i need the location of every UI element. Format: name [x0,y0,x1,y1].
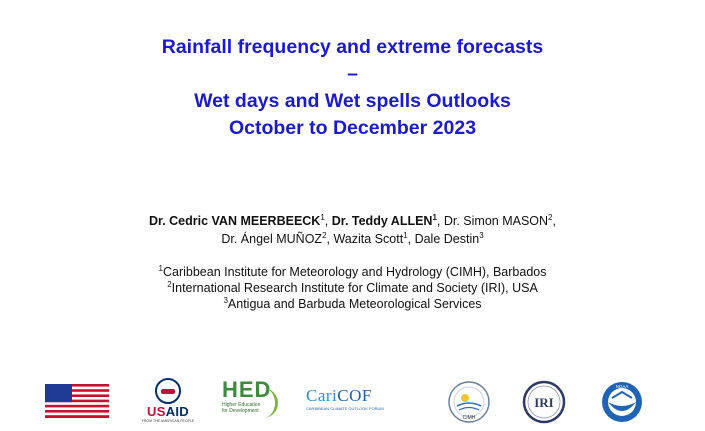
caricof-logo: CariCOF CARIBBEAN CLIMATE OUTLOOK FORUM [306,386,384,411]
noaa-logo: NOAA [602,382,642,422]
author-affil-num: 2 [322,230,327,240]
author-list: Dr. Cedric VAN MEERBEECK1, Dr. Teddy ALL… [0,212,705,248]
presentation-title: Rainfall frequency and extreme forecasts… [0,34,705,142]
author-line-2: Dr. Ángel MUÑOZ2, Wazita Scott1, Dale De… [221,230,484,246]
author-affil-num: 3 [479,230,484,240]
affiliation-list: 1Caribbean Institute for Meteorology and… [0,264,705,312]
author-name: Dr. Teddy ALLEN [331,214,433,228]
author-name: Wazita Scott [333,232,404,246]
title-dash: – [347,63,358,85]
author-affil-num: 1 [403,230,408,240]
title-line-4: October to December 2023 [228,117,477,139]
iri-logo-label: IRI [534,395,554,410]
leaf-icon [261,388,278,418]
iri-logo: IRI [522,380,566,424]
author-affil-num: 1 [320,212,325,222]
us-flag-logo [45,384,109,418]
affiliation-item: 2International Research Institute for Cl… [167,279,538,295]
author-name: Dr. Cedric VAN MEERBEECK [149,214,321,228]
affiliation-item: 1Caribbean Institute for Meteorology and… [158,263,547,279]
title-line-3: Wet days and Wet spells Outlooks [194,90,511,112]
cimh-logo-label: CIMH [463,415,476,421]
title-line-1: Rainfall frequency and extreme forecasts [161,36,544,58]
author-line-1: Dr. Cedric VAN MEERBEECK1, Dr. Teddy ALL… [149,212,556,228]
usaid-seal-icon [155,378,181,404]
affiliation-item: 3Antigua and Barbuda Meteorological Serv… [223,295,482,311]
cimh-logo: CIMH [448,381,490,423]
author-name: Dr. Simon MASON [443,214,549,228]
noaa-logo-label: NOAA [616,384,629,389]
author-name: Dr. Ángel MUÑOZ [221,232,323,246]
usaid-logo: USAID FROM THE AMERICAN PEOPLE [138,378,198,426]
author-affil-num: 1 [432,212,437,222]
author-name: Dale Destin [414,232,480,246]
partner-logos: USAID FROM THE AMERICAN PEOPLE HED Highe… [0,376,705,428]
author-affil-num: 2 [548,212,553,222]
hed-logo: HED Higher Education for Development [222,378,278,426]
